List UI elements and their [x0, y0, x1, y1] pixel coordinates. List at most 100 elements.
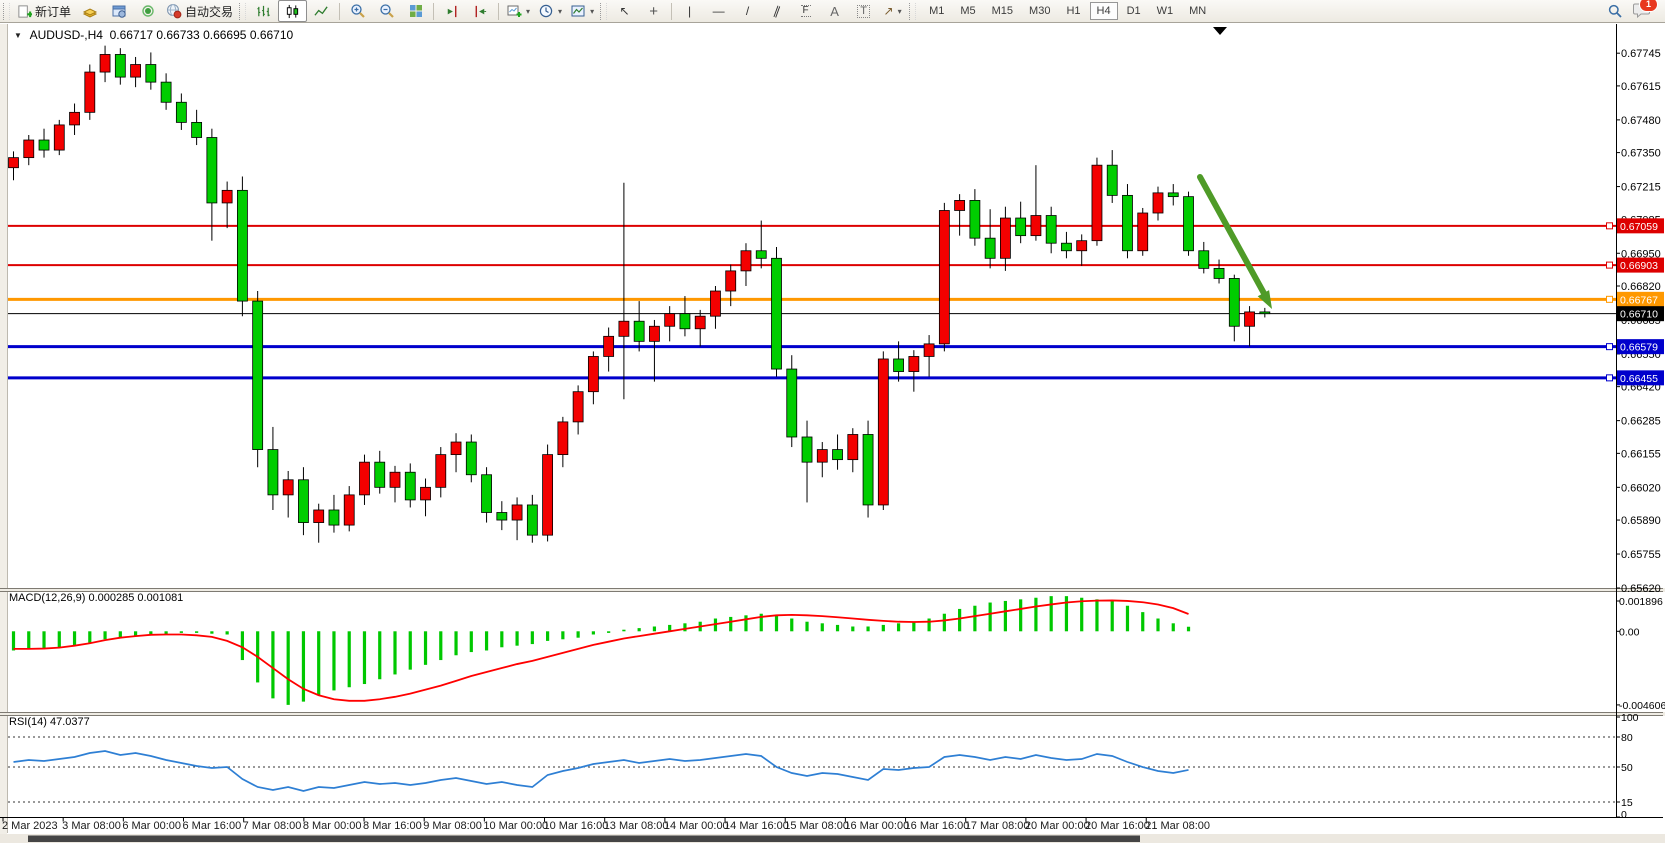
chart-background	[0, 24, 1665, 834]
collapse-triangle-icon[interactable]: ▼	[14, 31, 22, 40]
search-icon[interactable]	[1607, 3, 1623, 19]
svg-text:15: 15	[1621, 797, 1633, 809]
timeframe-mn-button[interactable]: MN	[1189, 5, 1207, 17]
templates-button[interactable]: ▾	[566, 0, 598, 22]
hline-handle[interactable]	[1606, 295, 1613, 303]
svg-text:0: 0	[1621, 809, 1627, 821]
notification-badge: 1	[1639, 0, 1658, 12]
zoom-out-icon	[379, 4, 394, 18]
chevron-down-icon: ▾	[897, 6, 902, 16]
svg-text:0.66903: 0.66903	[1620, 260, 1658, 272]
new-chart-button[interactable]: ▾	[502, 0, 534, 22]
svg-text:10 Mar 00:00: 10 Mar 00:00	[483, 820, 548, 832]
date-axis[interactable]: 2 Mar 2023 3 Mar 08:00 6 Mar 00:00 6 Mar 16…	[2, 817, 1210, 833]
new-order-button[interactable]: 新订单	[13, 0, 75, 22]
svg-text:17 Mar 08:00: 17 Mar 08:00	[965, 820, 1030, 832]
line-chart-icon	[314, 5, 328, 16]
price-axis[interactable]: 0.67745 0.67615 0.67480 0.67350 0.67215 0.670…	[1616, 48, 1661, 595]
toolbar-separator	[498, 2, 500, 20]
macd-values: 0.000285 0.001081	[88, 592, 184, 604]
horizontal-lines[interactable]	[8, 222, 1616, 382]
new-chart-icon	[507, 5, 522, 17]
timeframe-m15-button[interactable]: M15	[991, 5, 1014, 17]
cursor-button[interactable]: ↖	[610, 0, 639, 22]
svg-text:14 Mar 00:00: 14 Mar 00:00	[664, 820, 729, 832]
autotrading-icon	[167, 4, 182, 19]
horizontal-scrollbar-thumb[interactable]	[28, 835, 1140, 843]
channel-button[interactable]: ∥	[762, 0, 791, 22]
toolbar-grip[interactable]	[239, 2, 247, 20]
svg-text:20 Mar 00:00: 20 Mar 00:00	[1025, 820, 1090, 832]
text-icon: A	[830, 3, 839, 19]
svg-text:13 Mar 08:00: 13 Mar 08:00	[604, 820, 669, 832]
timeframe-h1-button[interactable]: H1	[1066, 5, 1081, 17]
hline-handle[interactable]	[1606, 374, 1613, 382]
fibonacci-button[interactable]: F	[791, 0, 820, 22]
text-label-button[interactable]: T	[849, 0, 878, 22]
hline-handle[interactable]	[1606, 343, 1613, 351]
text-button[interactable]: A	[820, 0, 849, 22]
candlesticks	[8, 45, 1271, 543]
svg-text:0.65890: 0.65890	[1621, 515, 1661, 527]
rsi-axis[interactable]: 100 80 50 150	[1616, 712, 1639, 821]
navigator-button[interactable]	[133, 0, 162, 22]
svg-text:10 Mar 16:00: 10 Mar 16:00	[544, 820, 609, 832]
svg-text:14 Mar 16:00: 14 Mar 16:00	[724, 820, 789, 832]
arrows-button[interactable]: ↗ ▾	[878, 0, 907, 22]
autoscroll-button[interactable]	[437, 0, 466, 22]
candlestick-chart-button[interactable]	[278, 0, 308, 22]
navigator-icon	[141, 5, 154, 17]
toolbar-grip[interactable]	[909, 2, 917, 20]
zoom-out-button[interactable]	[372, 0, 401, 22]
timeframe-m5-button[interactable]: M5	[960, 5, 976, 17]
zoom-in-button[interactable]	[343, 0, 372, 22]
data-window-button[interactable]	[104, 0, 133, 22]
hline-price-tag	[1617, 370, 1664, 386]
arrows-icon: ↗	[883, 4, 894, 18]
trendline-button[interactable]: /	[733, 0, 762, 22]
svg-text:9 Mar 08:00: 9 Mar 08:00	[423, 820, 482, 832]
hline-price-tag	[1617, 218, 1664, 234]
clock-icon	[539, 4, 553, 18]
svg-text:7 Mar 08:00: 7 Mar 08:00	[243, 820, 302, 832]
horizontal-line-button[interactable]: —	[704, 0, 733, 22]
text-label-icon: T	[857, 4, 870, 18]
macd-indicator-label: MACD(12,26,9) 0.000285 0.001081	[9, 592, 183, 604]
chart-shift-button[interactable]	[466, 0, 495, 22]
toolbar-separator	[671, 2, 673, 20]
svg-text:0.67059: 0.67059	[1620, 221, 1658, 233]
vertical-line-button[interactable]: |	[675, 0, 704, 22]
candlestick-chart-icon	[286, 4, 299, 18]
hline-handle[interactable]	[1606, 261, 1613, 269]
crosshair-button[interactable]: +	[639, 0, 668, 22]
toolbar-grip[interactable]	[3, 2, 10, 20]
notifications-button[interactable]: 1	[1633, 0, 1658, 21]
timeframe-m1-button[interactable]: M1	[929, 5, 945, 17]
timeframe-w1-button[interactable]: W1	[1156, 5, 1174, 17]
chevron-down-icon: ▾	[526, 6, 531, 16]
toolbar-grip[interactable]	[600, 2, 608, 20]
autotrading-button[interactable]: 自动交易	[162, 0, 237, 22]
tile-windows-button[interactable]	[401, 0, 430, 22]
line-chart-button[interactable]	[307, 0, 336, 22]
periodicity-button[interactable]: ▾	[534, 0, 566, 22]
timeframe-d1-button[interactable]: D1	[1126, 5, 1141, 17]
chevron-down-icon: ▾	[558, 6, 563, 16]
timeframe-m30-button[interactable]: M30	[1029, 5, 1051, 17]
chart-title[interactable]: ▼ AUDUSD-,H4 0.66717 0.66733 0.66695 0.6…	[14, 28, 293, 42]
trend-arrow-annotation[interactable]	[1197, 174, 1272, 309]
timeframe-h4-button[interactable]: H4	[1089, 2, 1118, 20]
svg-text:0.67215: 0.67215	[1621, 182, 1661, 194]
low-value: 0.66695	[203, 28, 247, 42]
tile-windows-icon	[409, 5, 422, 17]
horizontal-scrollbar[interactable]	[0, 834, 1665, 843]
hline-handle[interactable]	[1606, 222, 1613, 230]
macd-pane	[11, 596, 1191, 705]
timeframe-group: M1 M5 M15 M30 H1 H4 D1 W1 MN	[921, 2, 1214, 20]
bar-chart-button[interactable]	[249, 0, 278, 22]
svg-text:0.66767: 0.66767	[1620, 294, 1658, 306]
new-order-label: 新订单	[35, 4, 72, 19]
market-watch-button[interactable]	[75, 0, 104, 22]
macd-axis[interactable]: 0.001896 0.00 -0.004606	[1616, 596, 1665, 712]
